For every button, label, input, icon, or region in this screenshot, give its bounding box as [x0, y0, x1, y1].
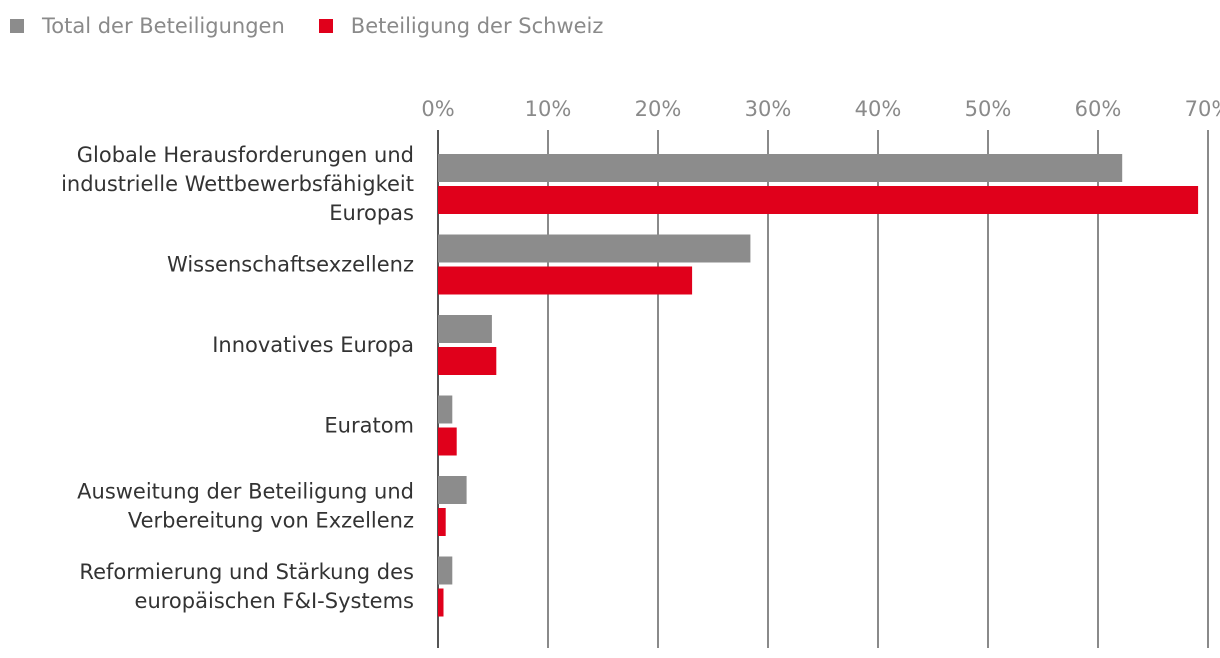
legend-item-switzerland: Beteiligung der Schweiz	[318, 14, 604, 38]
x-tick-label: 0%	[421, 97, 454, 121]
bar-total	[438, 315, 492, 343]
category-label: Euratom	[324, 414, 414, 438]
x-tick-label: 70%	[1185, 97, 1220, 121]
bars	[438, 154, 1199, 617]
category-label: Ausweitung der Beteiligung und	[77, 480, 414, 504]
category-label: Globale Herausforderungen und	[77, 143, 414, 167]
legend: Total der Beteiligungen Beteiligung der …	[10, 10, 637, 42]
x-tick-label: 50%	[965, 97, 1012, 121]
bar-switzerland	[438, 508, 446, 536]
legend-label-switzerland: Beteiligung der Schweiz	[350, 14, 604, 38]
x-tick-label: 20%	[635, 97, 682, 121]
category-label: Innovatives Europa	[212, 333, 414, 357]
category-label: Verbereitung von Exzellenz	[128, 509, 414, 533]
category-label: Wissenschaftsexzellenz	[167, 253, 414, 277]
legend-swatch-switzerland	[318, 19, 333, 33]
x-tick-label: 40%	[855, 97, 902, 121]
bar-total	[438, 234, 751, 263]
legend-swatch-total	[10, 19, 24, 33]
x-tick-label: 10%	[525, 97, 572, 121]
bar-switzerland	[438, 186, 1199, 214]
category-label: Reformierung und Stärkung des	[79, 560, 414, 584]
bar-total	[438, 154, 1123, 182]
bar-switzerland	[438, 266, 693, 295]
category-label: Europas	[329, 201, 414, 225]
category-label: industrielle Wettbewerbsfähigkeit	[61, 172, 414, 196]
x-tick-label: 60%	[1075, 97, 1122, 121]
x-tick-label: 30%	[745, 97, 792, 121]
bar-switzerland	[438, 427, 457, 456]
legend-label-total: Total der Beteiligungen	[42, 14, 285, 38]
category-label: europäischen F&I-Systems	[135, 589, 414, 613]
bar-total	[438, 476, 467, 504]
category-labels: Globale Herausforderungen und industriell…	[61, 143, 414, 613]
bar-switzerland	[438, 588, 444, 617]
x-axis-tick-labels: 0% 10% 20% 30% 40% 50% 60% 70%	[421, 97, 1220, 121]
bar-total	[438, 556, 453, 585]
legend-item-total: Total der Beteiligungen	[10, 14, 285, 38]
bar-total	[438, 395, 453, 424]
bar-switzerland	[438, 347, 497, 375]
